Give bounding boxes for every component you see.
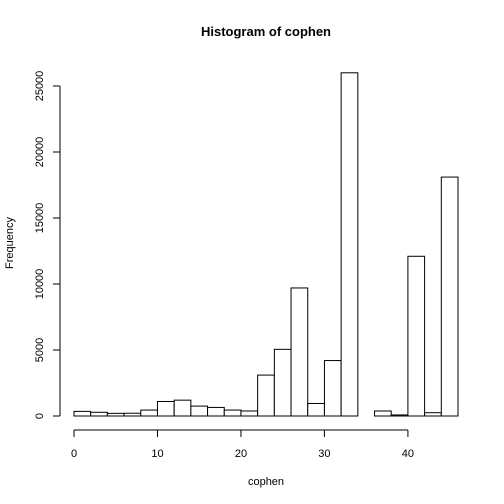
histogram-bar-12 [273, 348, 292, 417]
x-axis-label: cophen [248, 476, 284, 488]
histogram-bar-4 [140, 409, 158, 417]
histogram-bar-20 [407, 255, 426, 417]
histogram-bar-10 [240, 410, 259, 417]
y-tick-label-1: 5000 [34, 338, 46, 362]
y-tick-label-3: 15000 [34, 203, 46, 234]
histogram-bar-6 [173, 399, 192, 417]
x-tick-label-3: 30 [318, 448, 330, 460]
histogram-bar-15 [323, 360, 342, 417]
y-tick-label-0: 0 [34, 413, 46, 419]
histogram-bar-8 [207, 406, 225, 417]
y-axis-label: Frequency [4, 217, 16, 269]
y-tick-label-2: 10000 [34, 269, 46, 300]
histogram-bar-5 [156, 400, 175, 417]
histogram-bar-14 [307, 402, 325, 417]
histogram-bar-0 [73, 410, 92, 417]
y-tick-label-4: 20000 [34, 137, 46, 168]
histogram-bar-7 [190, 405, 209, 417]
histogram-bar-16 [340, 72, 359, 417]
x-axis: 0 10 20 30 40 [71, 429, 414, 460]
histogram-bar-11 [257, 374, 275, 417]
x-tick-label-1: 10 [151, 448, 163, 460]
y-tick-label-5: 25000 [34, 71, 46, 102]
histogram-bar-9 [223, 409, 242, 417]
x-tick-label-2: 20 [235, 448, 247, 460]
histogram-bar-19 [390, 414, 409, 417]
histogram-bar-2 [106, 412, 125, 417]
y-axis: 0 5000 10000 15000 20000 25000 [34, 71, 61, 419]
x-tick-label-0: 0 [71, 448, 77, 460]
histogram-bar-18 [374, 410, 392, 417]
histogram-bar-22 [440, 176, 459, 417]
histogram-bars [73, 72, 459, 417]
histogram-bar-1 [90, 411, 108, 417]
chart-title: Histogram of cophen [201, 24, 331, 39]
histogram-bar-21 [424, 412, 442, 417]
x-tick-label-4: 40 [402, 448, 414, 460]
histogram-bar-13 [290, 287, 309, 417]
histogram-bar-3 [123, 412, 142, 417]
